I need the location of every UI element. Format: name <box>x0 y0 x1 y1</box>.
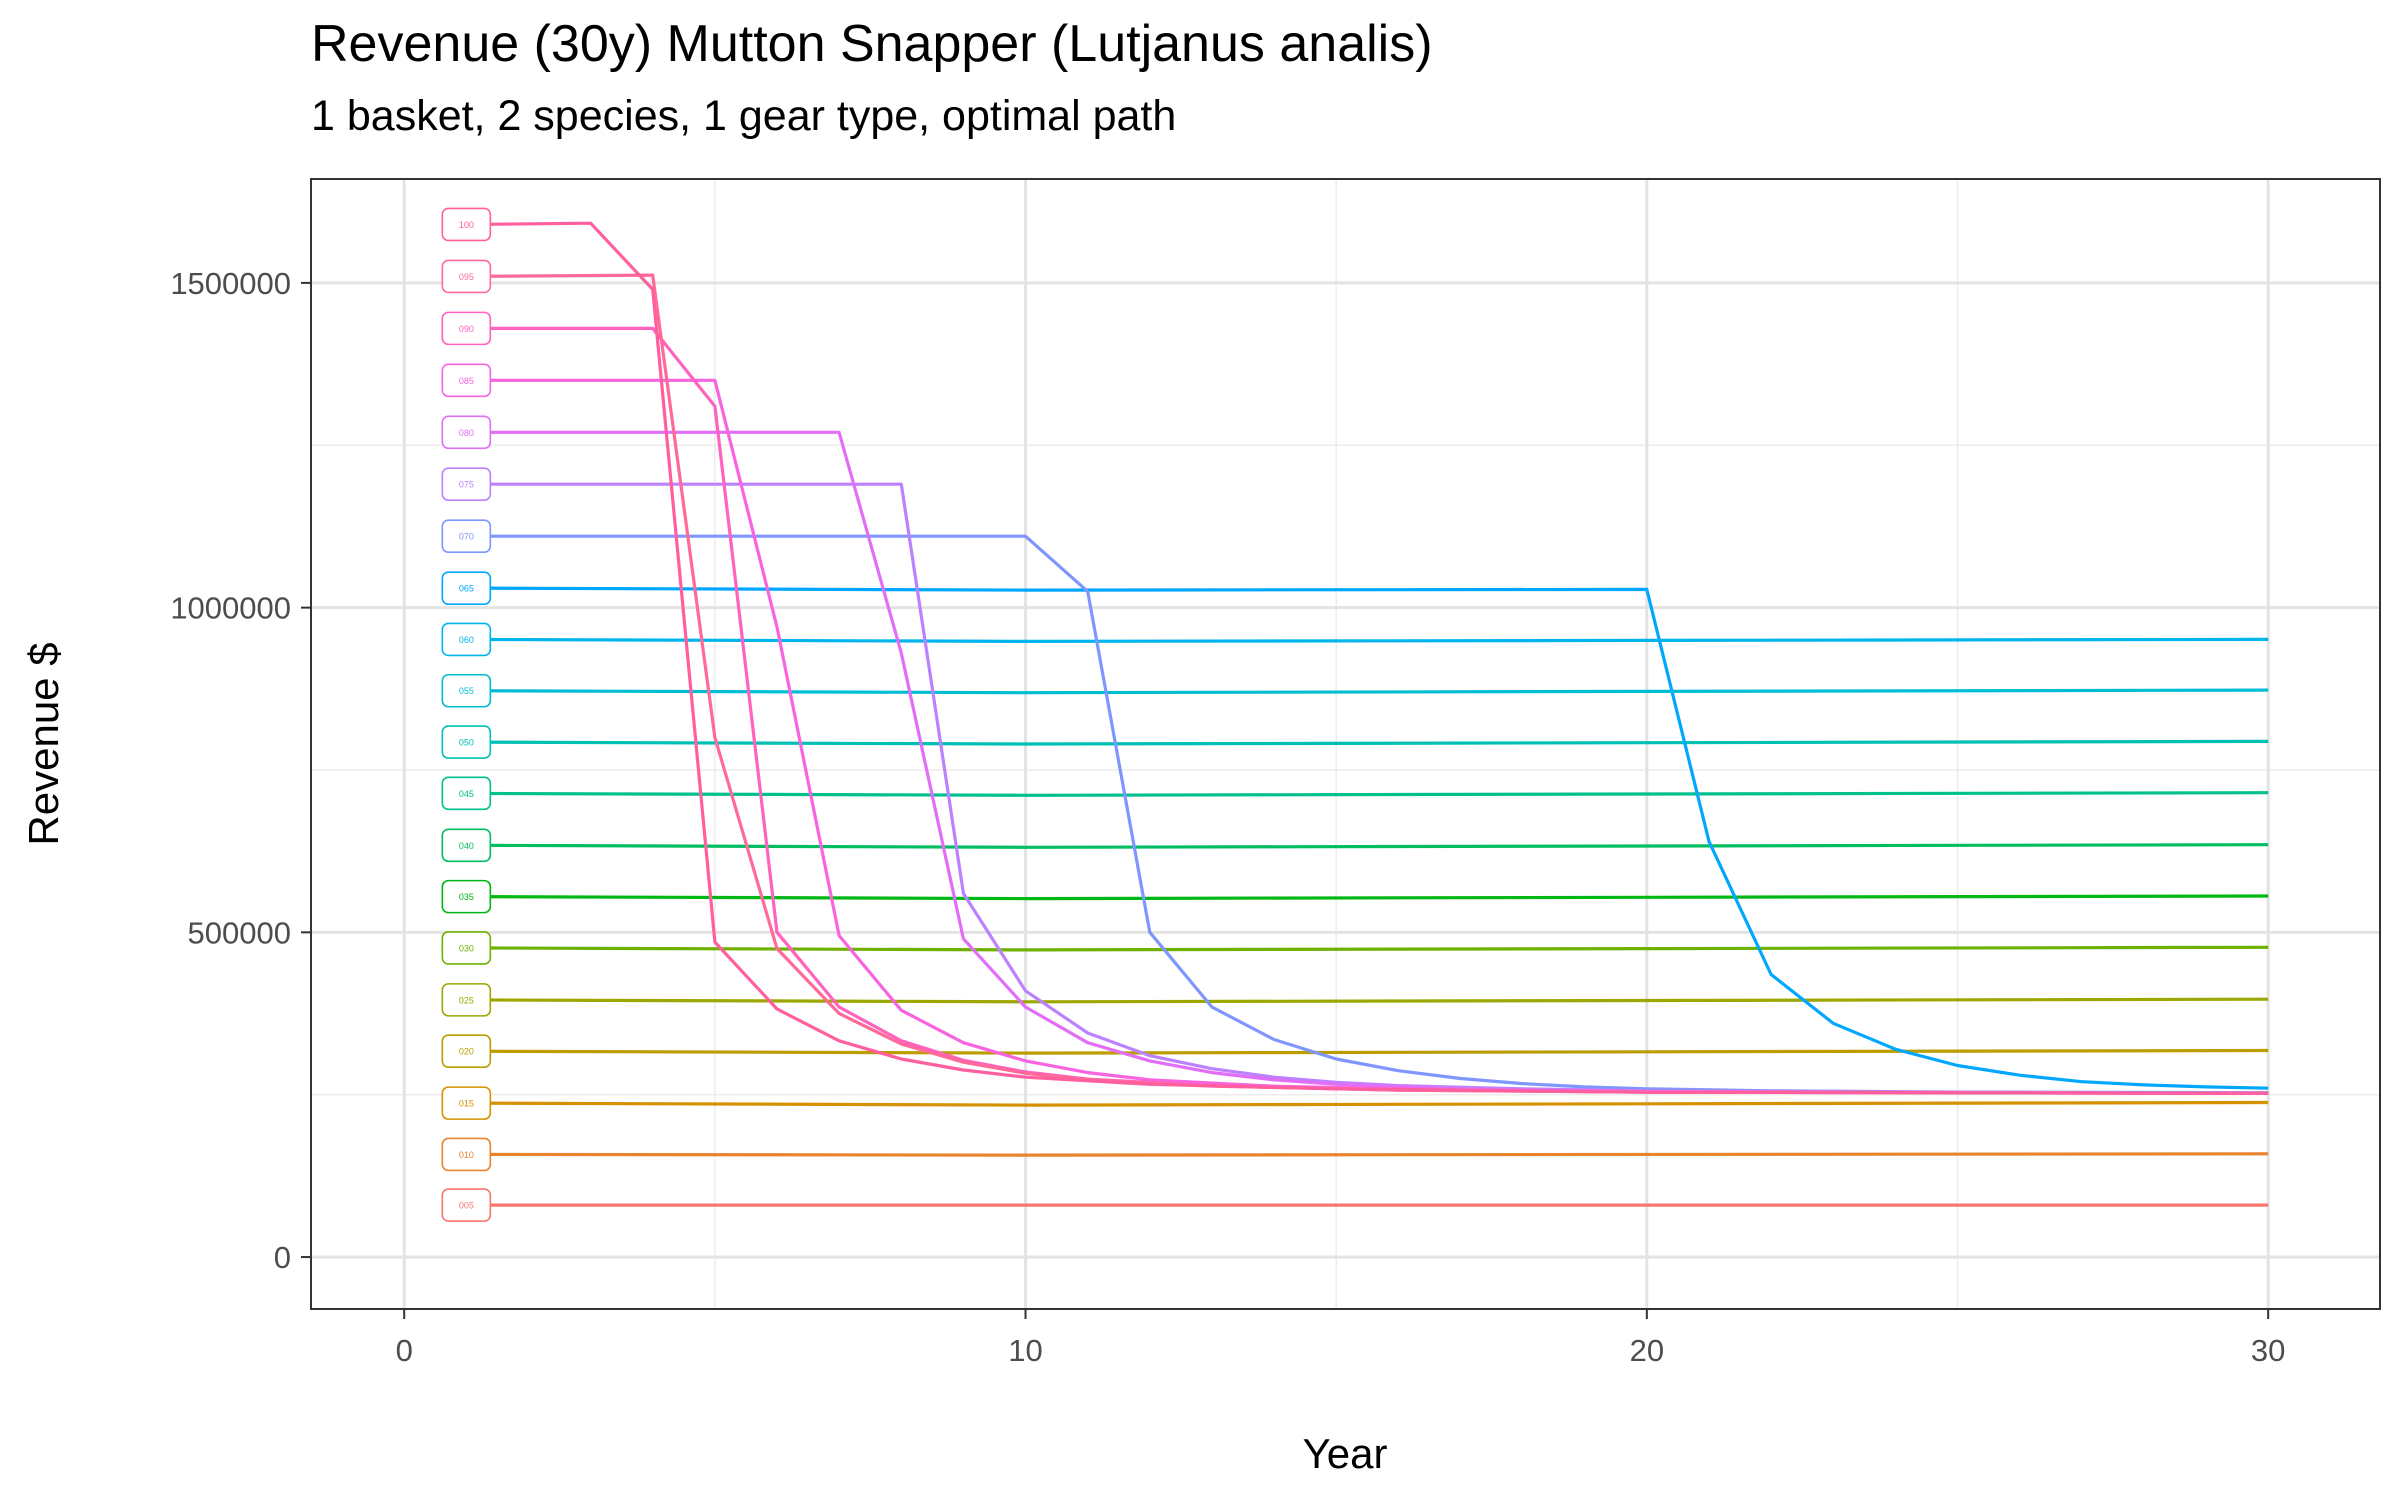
series-tag-box <box>441 1188 492 1222</box>
chart-title: Revenue (30y) Mutton Snapper (Lutjanus a… <box>311 15 1433 73</box>
series-line-045 <box>466 791 2269 797</box>
series-tag-050: 050 <box>441 725 492 759</box>
series-tag-030: 030 <box>441 931 492 965</box>
series-tag-label: 025 <box>459 995 474 1005</box>
series-layer <box>466 221 2269 1207</box>
series-tag-label: 075 <box>459 480 474 490</box>
series-line-095 <box>466 273 2269 1095</box>
series-tag-box <box>441 311 492 346</box>
series-tag-box <box>441 415 492 450</box>
series-tag-005: 005 <box>441 1188 492 1222</box>
y-tick-label: 0 <box>274 1240 291 1275</box>
series-tag-box <box>441 363 492 398</box>
series-tag-box <box>441 519 492 553</box>
x-axis-title: Year <box>1303 1430 1388 1477</box>
y-tick-label: 1500000 <box>170 266 291 301</box>
series-tag-box <box>441 467 492 502</box>
x-tick-label: 10 <box>1008 1333 1042 1368</box>
series-tag-label: 070 <box>459 532 474 542</box>
series-tag-box <box>441 1137 492 1172</box>
chart-subtitle: 1 basket, 2 species, 1 gear type, optima… <box>311 92 1177 140</box>
series-tag-label: 035 <box>459 892 474 902</box>
series-tag-label: 040 <box>459 841 474 851</box>
y-tick-label: 500000 <box>188 915 291 950</box>
series-tag-035: 035 <box>441 879 492 914</box>
series-tag-box <box>441 828 492 863</box>
series-tag-090: 090 <box>441 311 492 346</box>
series-tag-box <box>441 776 492 811</box>
series-tag-label: 020 <box>459 1047 474 1057</box>
series-line-015 <box>466 1100 2269 1107</box>
series-tag-045: 045 <box>441 776 492 811</box>
series-tag-095: 095 <box>441 259 492 294</box>
series-tag-060: 060 <box>441 622 492 657</box>
series-tag-box <box>441 983 492 1017</box>
series-tag-box <box>441 725 492 759</box>
series-tag-label: 065 <box>459 584 474 594</box>
series-tag-box <box>441 622 492 657</box>
series-line-040 <box>466 843 2269 849</box>
x-tick-label: 20 <box>1630 1333 1664 1368</box>
series-tag-055: 055 <box>441 673 492 708</box>
series-line-050 <box>466 739 2269 746</box>
series-tag-layer: 005 010 015 020 025 030 035 040 045 050 055 060 065 0… <box>441 207 492 1222</box>
series-line-080 <box>466 430 2269 1095</box>
y-axis-title: Revenue $ <box>20 642 67 845</box>
y-tick-label: 1000000 <box>170 591 291 626</box>
plot-panel-border <box>310 178 2381 1310</box>
series-tag-label: 095 <box>459 272 474 282</box>
series-tag-label: 045 <box>459 789 474 799</box>
series-tag-020: 020 <box>441 1034 492 1068</box>
series-tag-label: 055 <box>459 686 474 696</box>
series-line-085 <box>466 378 2269 1095</box>
series-tag-box <box>441 931 492 965</box>
series-tag-100: 100 <box>441 207 492 242</box>
series-line-030 <box>466 945 2269 952</box>
series-tag-box <box>441 259 492 294</box>
series-tag-box <box>441 879 492 914</box>
x-tick-label: 0 <box>396 1333 413 1368</box>
series-tag-065: 065 <box>441 571 492 605</box>
series-tag-040: 040 <box>441 828 492 863</box>
series-tag-label: 010 <box>459 1150 474 1160</box>
series-tag-label: 085 <box>459 376 474 386</box>
series-tag-025: 025 <box>441 983 492 1017</box>
series-tag-label: 005 <box>459 1201 474 1211</box>
series-line-065 <box>466 586 2269 1090</box>
series-tag-label: 050 <box>459 738 474 748</box>
series-line-090 <box>466 326 2269 1095</box>
series-tag-label: 015 <box>459 1099 474 1109</box>
series-tag-box <box>441 1086 492 1120</box>
series-line-060 <box>466 637 2269 643</box>
series-line-020 <box>466 1048 2269 1055</box>
series-tag-label: 030 <box>459 943 474 953</box>
series-tag-010: 010 <box>441 1137 492 1172</box>
series-tag-070: 070 <box>441 519 492 553</box>
series-tag-label: 060 <box>459 635 474 645</box>
series-tag-075: 075 <box>441 467 492 502</box>
series-tag-085: 085 <box>441 363 492 398</box>
series-line-035 <box>466 894 2269 901</box>
series-tag-label: 100 <box>459 220 474 230</box>
series-tag-box <box>441 571 492 605</box>
series-line-100 <box>466 221 2269 1095</box>
series-tag-015: 015 <box>441 1086 492 1120</box>
x-tick-label: 30 <box>2251 1333 2285 1368</box>
series-tag-box <box>441 1034 492 1068</box>
series-line-010 <box>466 1152 2269 1157</box>
series-line-025 <box>466 997 2269 1004</box>
series-line-055 <box>466 688 2269 695</box>
series-tag-box <box>441 673 492 708</box>
series-tag-080: 080 <box>441 415 492 450</box>
series-tag-label: 080 <box>459 428 474 438</box>
series-tag-box <box>441 207 492 242</box>
series-tag-label: 090 <box>459 324 474 334</box>
